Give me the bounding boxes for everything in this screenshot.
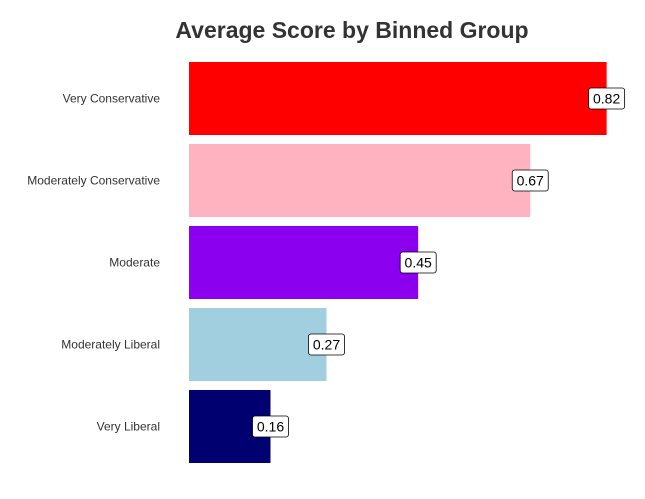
value-label-text: 0.45 (405, 255, 432, 271)
value-label-box (511, 169, 549, 192)
value-label-moderately-liberal: 0.27 (308, 333, 345, 356)
value-label-box (252, 415, 289, 438)
category-label-moderately-conservative: Moderately Conservative (27, 174, 160, 188)
category-label-very-conservative: Very Conservative (63, 92, 161, 106)
value-label-box (399, 251, 437, 274)
category-labels-group: Very Conservative Moderately Conservative… (27, 92, 160, 434)
bars-group (189, 62, 607, 463)
bar-moderately-conservative (189, 144, 531, 217)
bar-very-conservative (189, 62, 607, 135)
chart-title: Average Score by Binned Group (175, 17, 528, 43)
value-label-text: 0.27 (313, 337, 340, 353)
bar-moderately-liberal (189, 308, 327, 381)
category-label-moderate: Moderate (109, 256, 160, 270)
value-label-box (308, 333, 345, 356)
value-label-moderate: 0.45 (399, 251, 437, 274)
value-label-text: 0.82 (593, 91, 620, 107)
value-label-text: 0.16 (257, 419, 284, 435)
value-label-text: 0.67 (517, 173, 544, 189)
value-label-box (588, 87, 626, 110)
value-label-very-liberal: 0.16 (252, 415, 289, 438)
value-label-very-conservative: 0.82 (588, 87, 626, 110)
value-labels-group: 0.82 0.67 0.45 0.27 0.16 (252, 87, 626, 438)
category-label-moderately-liberal: Moderately Liberal (61, 338, 160, 352)
bar-moderate (189, 226, 419, 299)
value-label-moderately-conservative: 0.67 (511, 169, 549, 192)
category-label-very-liberal: Very Liberal (97, 420, 160, 434)
